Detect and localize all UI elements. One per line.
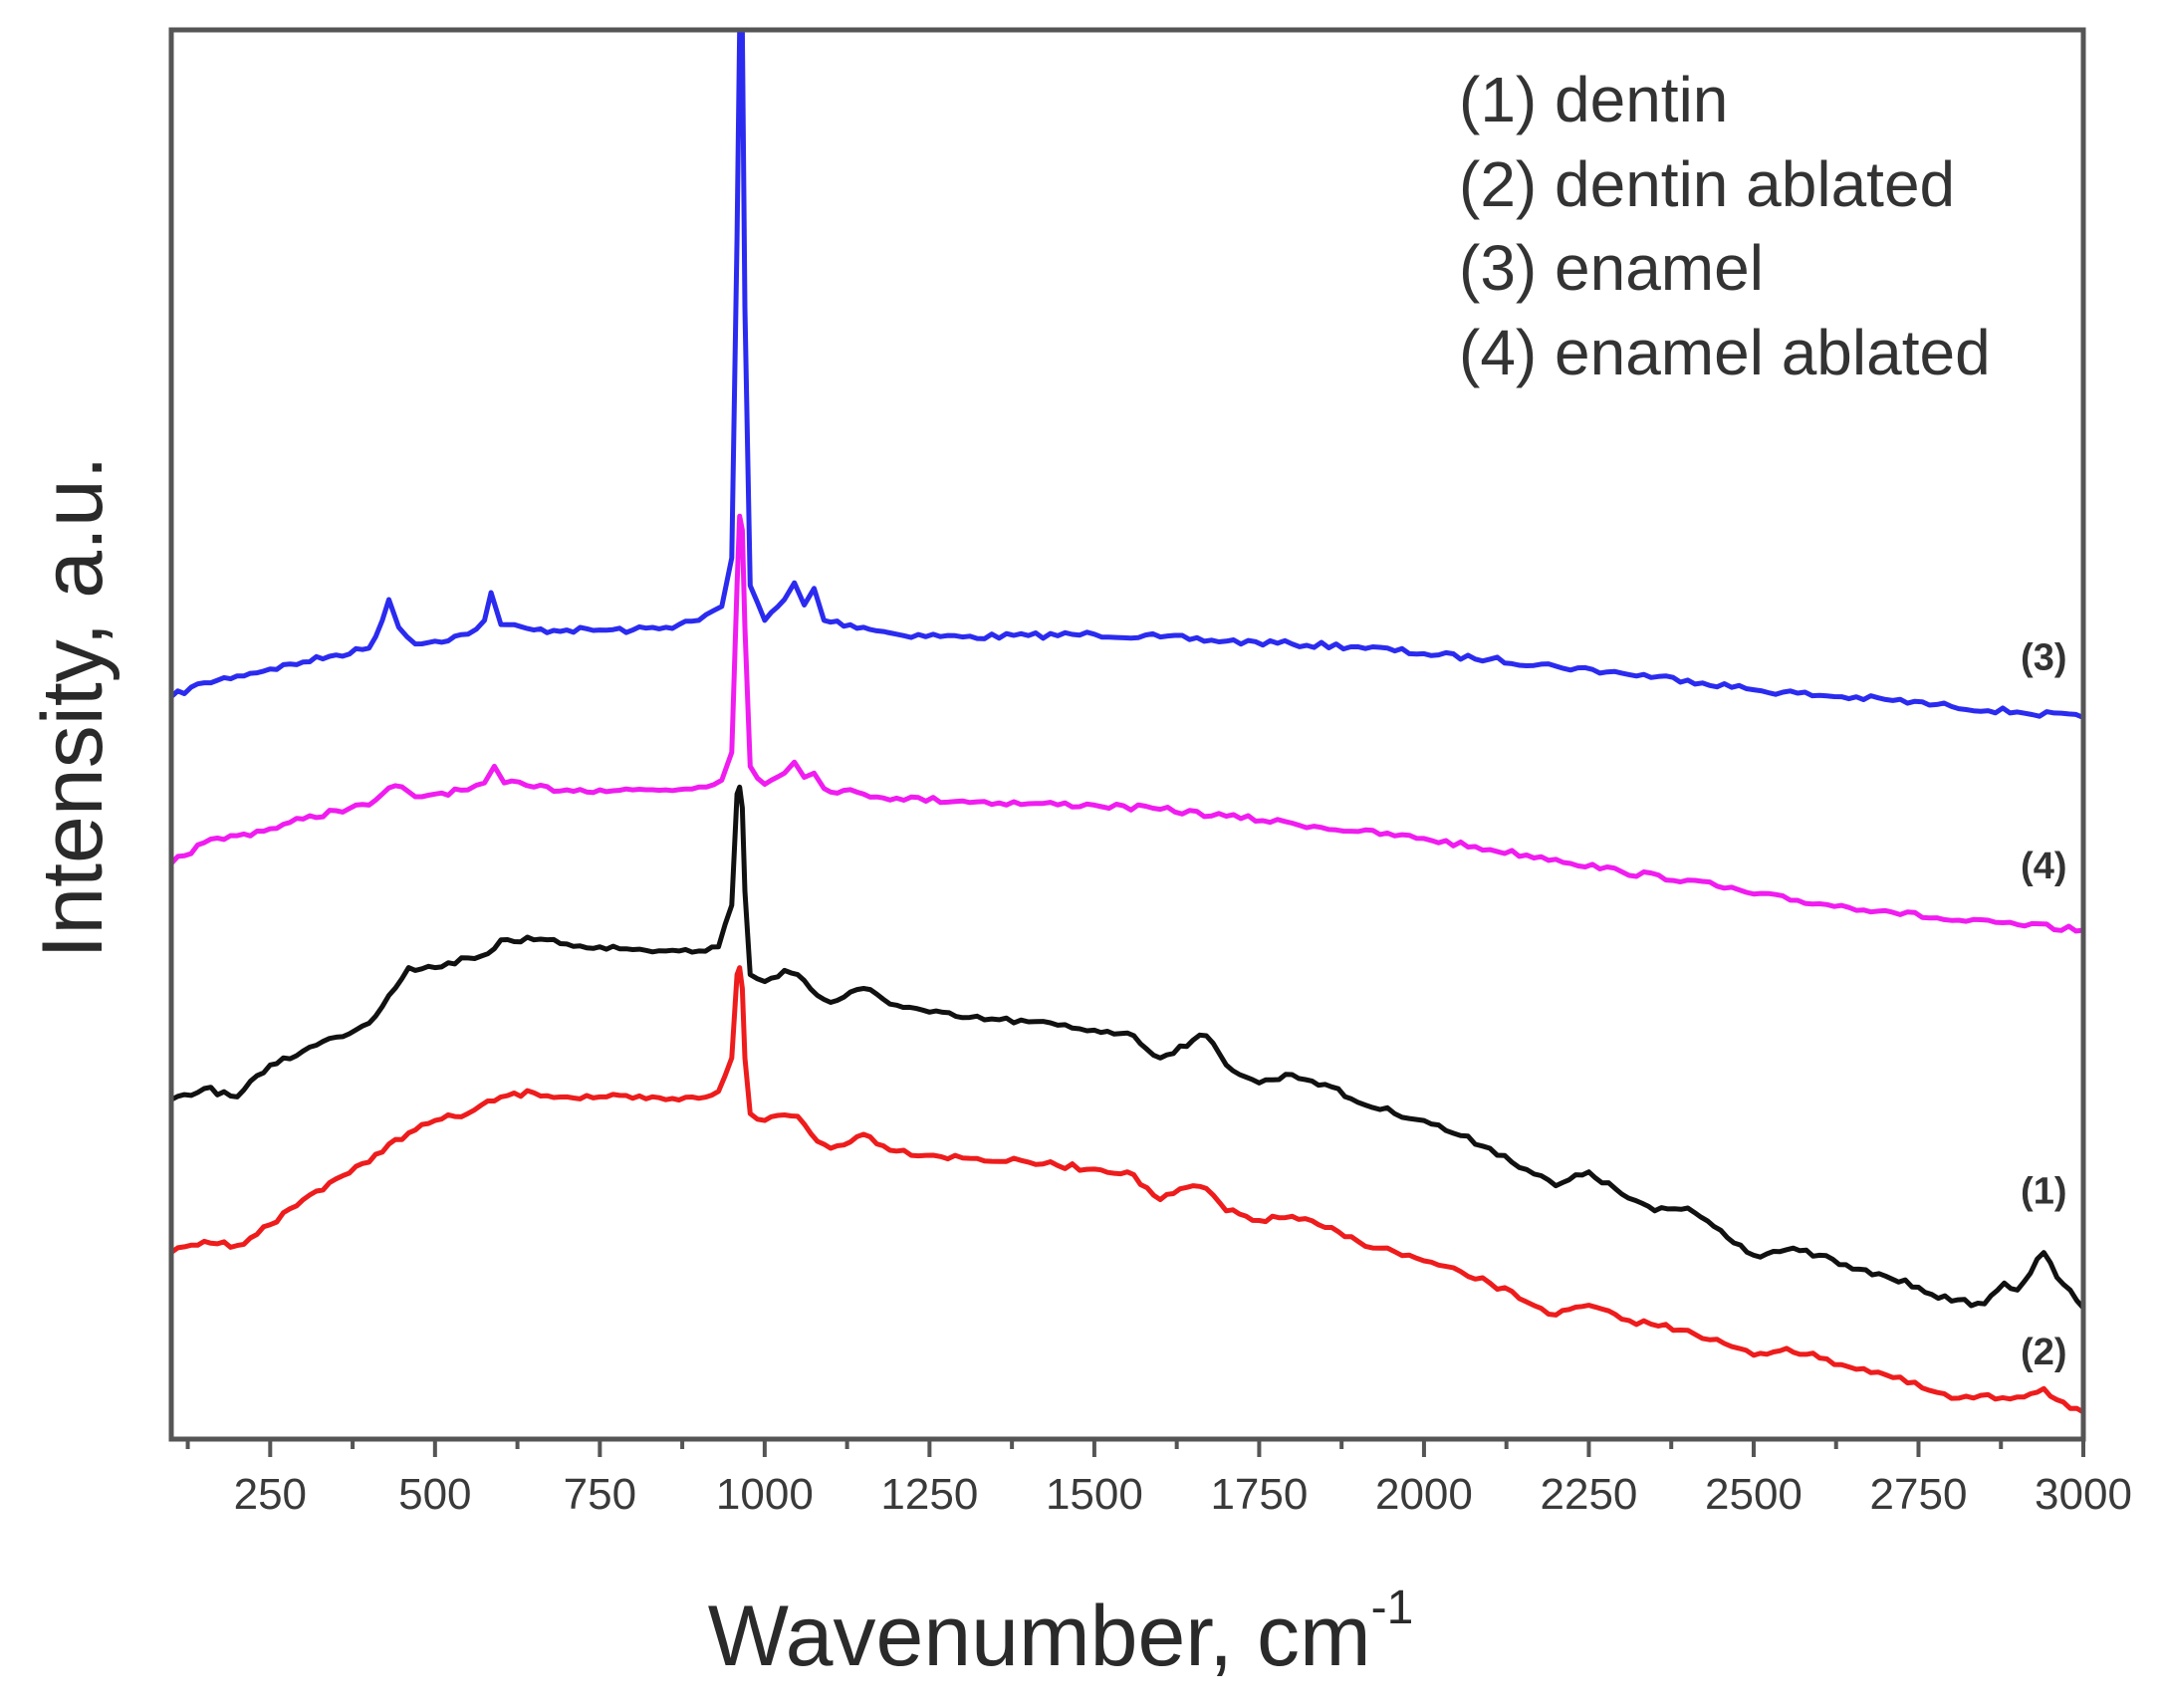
- x-axis-title-text: Wavenumber, cm: [708, 1588, 1371, 1684]
- x-tick-label-500: 500: [398, 1470, 471, 1519]
- x-axis-title: Wavenumber, cm-1: [708, 1582, 1414, 1684]
- curve-label-4: (4): [2021, 846, 2066, 887]
- legend-entry-1: (1) dentin: [1459, 64, 1728, 135]
- curve-labels: (3) (4) (1) (2): [2021, 637, 2066, 1374]
- curve-label-1: (1): [2021, 1170, 2066, 1212]
- x-tick-label-1500: 1500: [1046, 1470, 1143, 1519]
- series-line-3: [169, 27, 2084, 720]
- legend-entry-4: (4) enamel ablated: [1459, 317, 1991, 388]
- x-tick-label-250: 250: [234, 1470, 307, 1519]
- curve-label-3: (3): [2021, 637, 2066, 679]
- legend: (1) dentin (2) dentin ablated (3) enamel…: [1459, 64, 1991, 388]
- x-tick-label-2750: 2750: [1870, 1470, 1968, 1519]
- series-line-4: [169, 513, 2084, 934]
- curve-label-2: (2): [2021, 1332, 2066, 1373]
- x-tick-label-750: 750: [564, 1470, 636, 1519]
- x-tick-label-1250: 1250: [880, 1470, 978, 1519]
- plot-frame: [168, 27, 2086, 1442]
- x-tick-label-2250: 2250: [1541, 1470, 1638, 1519]
- x-tick-label-1000: 1000: [716, 1470, 814, 1519]
- x-tick-label-2500: 2500: [1705, 1470, 1803, 1519]
- y-axis-title: Intensity, a.u.: [25, 455, 120, 958]
- x-axis-title-superscript: -1: [1371, 1582, 1414, 1634]
- series-line-2: [169, 965, 2085, 1415]
- legend-entry-3: (3) enamel: [1459, 232, 1764, 304]
- x-tick-label-2000: 2000: [1375, 1470, 1473, 1519]
- series-lines: [169, 27, 2085, 1415]
- x-axis: 250 500 750 1000 1250 1500 1750 2000 2250 2500 275…: [185, 1439, 2132, 1519]
- legend-entry-2: (2) dentin ablated: [1459, 148, 1955, 220]
- series-line-1: [169, 784, 2085, 1311]
- x-tick-label-1750: 1750: [1210, 1470, 1308, 1519]
- x-tick-label-3000: 3000: [2035, 1470, 2132, 1519]
